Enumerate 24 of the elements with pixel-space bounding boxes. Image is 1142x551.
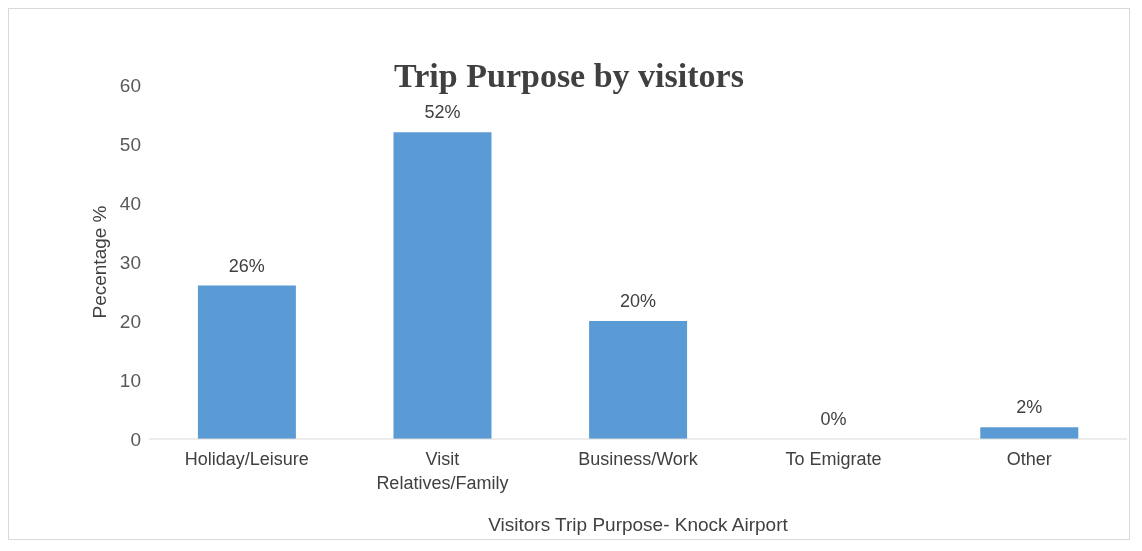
y-tick-label: 10 [119,369,141,391]
data-label: 2% [1016,397,1043,418]
data-label: 52% [424,102,461,123]
y-tick-label: 50 [119,133,141,155]
x-tick-label: Holiday/Leisure [184,449,309,469]
y-axis-title: Pecentage % [88,205,110,319]
bar [980,427,1079,439]
y-tick-label: 60 [119,74,141,96]
x-tick-label: Visit Relatives/Family [376,449,509,493]
x-tick-label: Other [1006,449,1052,469]
chart-title: Trip Purpose by visitors [394,57,744,94]
data-label: 26% [228,255,265,276]
y-tick-label: 20 [119,310,141,332]
bar [197,285,296,439]
y-tick-label: 40 [119,192,141,214]
data-label: 20% [619,291,657,311]
x-axis-title: Visitors Trip Purpose- Knock Airport [488,514,789,535]
bar [589,321,688,439]
y-tick-label: 0 [130,428,141,450]
x-tick-label: To Emigrate [785,449,882,469]
y-tick-label: 30 [119,251,141,273]
x-tick-label: Business/Work [578,449,699,469]
bar [393,132,492,439]
data-label: 0% [820,409,847,429]
